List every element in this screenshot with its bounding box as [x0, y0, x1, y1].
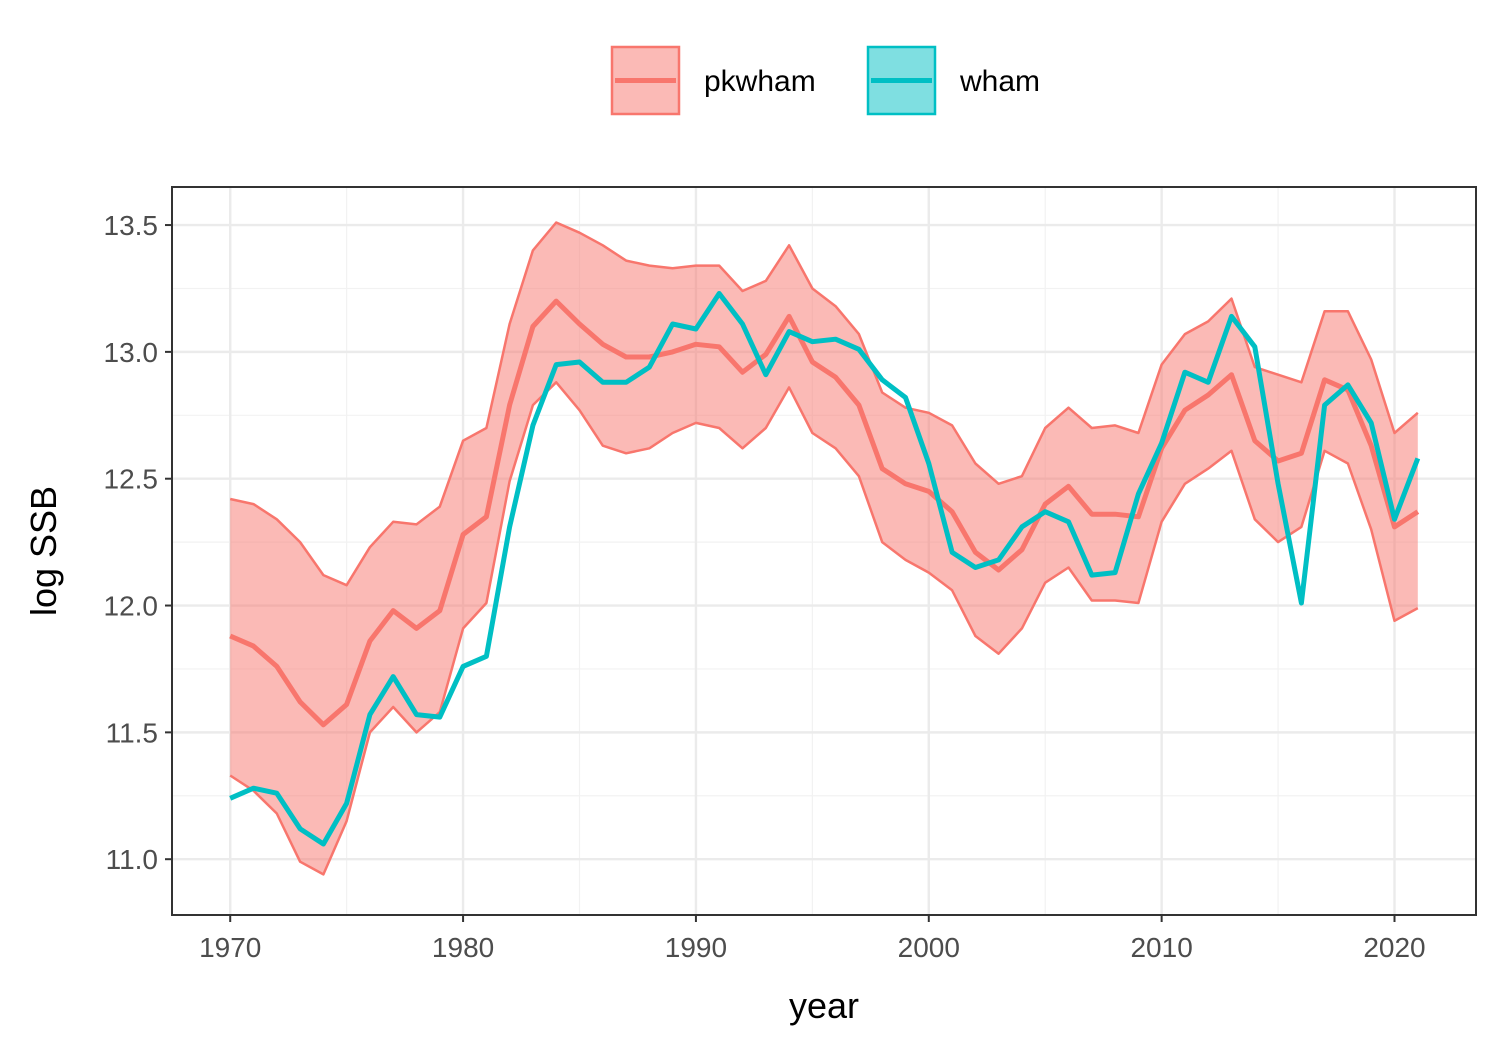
- lines: [229, 291, 1421, 847]
- x-tick-label: 1990: [665, 932, 727, 963]
- x-tick-label: 2000: [898, 932, 960, 963]
- x-tick-label: 2010: [1130, 932, 1192, 963]
- legend-label-wham: wham: [959, 65, 1040, 98]
- y-axis: 11.0 11.5 12.0 12.5 13.0 13.5: [104, 210, 172, 875]
- legend: pkwham wham: [610, 45, 1040, 116]
- plot-panel-border: [171, 186, 1477, 916]
- y-tick-label: 12.0: [104, 591, 159, 622]
- grid-minor: [172, 187, 1476, 915]
- ribbons: [229, 221, 1419, 876]
- y-tick-label: 12.5: [104, 464, 159, 495]
- x-tick-label: 1980: [432, 932, 494, 963]
- legend-label-pkwham: pkwham: [704, 65, 816, 98]
- pkwham-upper-bound: [229, 221, 1419, 587]
- y-tick-label: 13.5: [104, 210, 159, 241]
- pkwham-line: [229, 298, 1420, 728]
- x-tick-label: 1970: [199, 932, 261, 963]
- y-tick-label: 11.0: [106, 844, 158, 875]
- x-axis: 1970 1980 1990 2000 2010 2020: [199, 915, 1426, 963]
- x-tick-label: 2020: [1363, 932, 1425, 963]
- pkwham-ribbon: [230, 222, 1418, 875]
- pkwham-lower-bound: [229, 381, 1419, 876]
- y-axis-title: log SSB: [23, 486, 64, 616]
- wham-line: [229, 291, 1421, 847]
- x-axis-title: year: [789, 985, 859, 1026]
- y-tick-label: 13.0: [104, 337, 159, 368]
- y-tick-label: 11.5: [106, 717, 158, 748]
